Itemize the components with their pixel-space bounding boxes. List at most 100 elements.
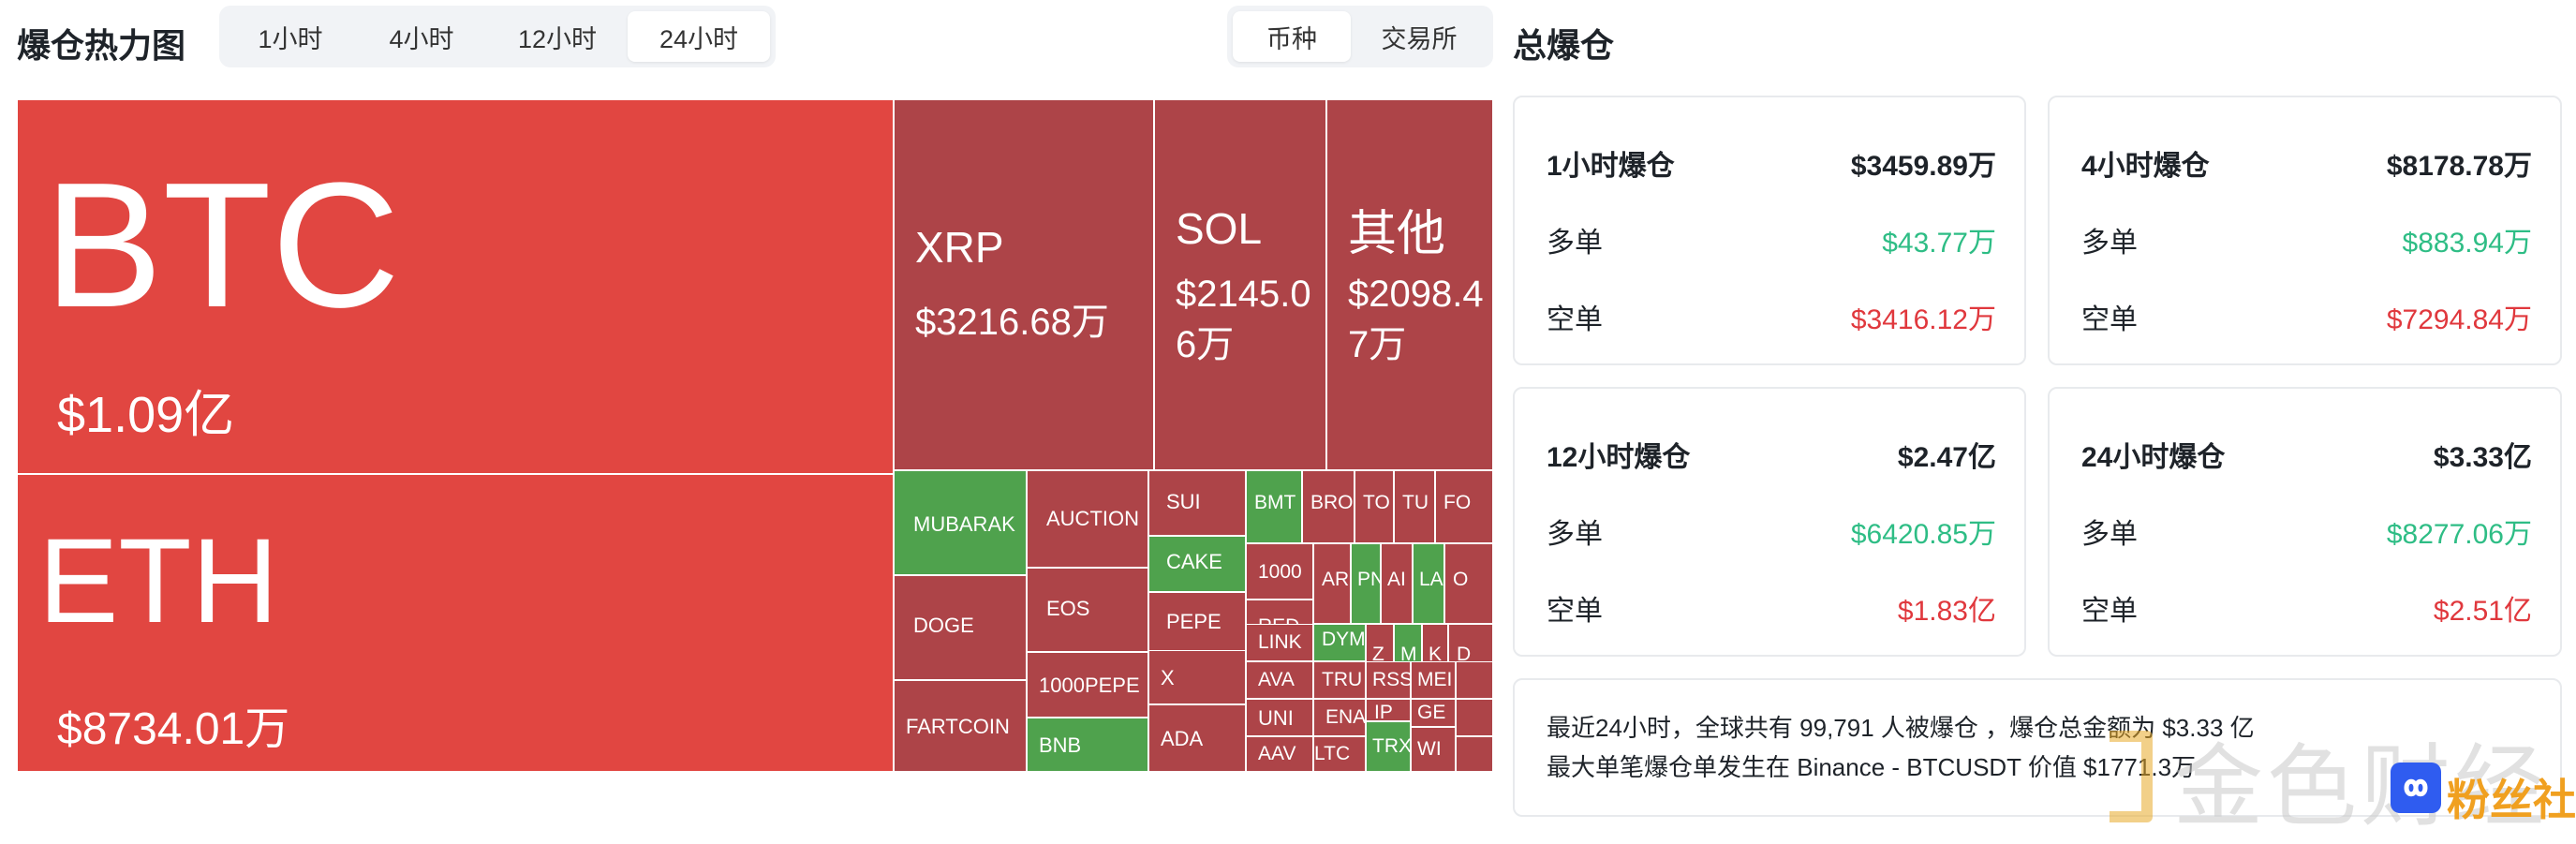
heatmap-tile-ge[interactable]: GE xyxy=(1411,699,1456,727)
tile-symbol: FO xyxy=(1443,492,1472,513)
tile-symbol: RSS xyxy=(1372,669,1411,690)
heatmap-tile-aav[interactable]: AAV xyxy=(1246,736,1313,772)
tile-symbol: GE xyxy=(1417,702,1446,723)
short-value: $1.83亿 xyxy=(1897,596,1996,627)
heatmap-tile-dym[interactable]: DYM xyxy=(1313,624,1366,661)
tile-symbol: AUCTION xyxy=(1046,507,1139,530)
heatmap-tile-mubarak[interactable]: MUBARAK xyxy=(894,470,1027,575)
tab-4h[interactable]: 4小时 xyxy=(389,24,454,53)
tab-exchange[interactable]: 交易所 xyxy=(1381,24,1458,53)
card-total: $3459.89万 xyxy=(1850,151,1996,182)
tile-symbol: Z xyxy=(1372,644,1384,665)
tile-symbol: BNB xyxy=(1039,733,1082,757)
heatmap-tile-sui[interactable]: SUI xyxy=(1148,470,1246,536)
stat-card-24h: 24小时爆仓 $3.33亿 多单 $8277.06万 空单 $2.51亿 xyxy=(2048,387,2562,657)
heatmap-tile-xrp[interactable]: XRP $3216.68万 xyxy=(894,99,1154,470)
heatmap-tile-la[interactable]: LA xyxy=(1413,543,1444,624)
tile-symbol: BTC xyxy=(44,146,400,345)
tab-12h[interactable]: 12小时 xyxy=(517,24,598,53)
heatmap-tile[interactable] xyxy=(1456,661,1493,699)
heatmap-tile-tru[interactable]: TRU xyxy=(1313,661,1366,699)
heatmap-tile-1000pepe[interactable]: 1000PEPE xyxy=(1027,652,1148,718)
heatmap-tile-x[interactable]: X xyxy=(1148,650,1246,704)
tile-symbol: M xyxy=(1400,644,1417,665)
tile-symbol: AR xyxy=(1322,569,1350,590)
heatmap-tile-eos[interactable]: EOS xyxy=(1027,568,1148,652)
heatmap-tile-uni[interactable]: UNI xyxy=(1246,699,1313,736)
heatmap-tile-cake[interactable]: CAKE xyxy=(1148,536,1246,592)
tile-symbol: 其他 xyxy=(1348,207,1446,261)
tile-value: $8734.01万 xyxy=(57,704,290,754)
tile-symbol: ETH xyxy=(38,514,278,648)
tab-coin[interactable]: 币种 xyxy=(1233,11,1351,62)
tile-symbol: X xyxy=(1161,666,1175,689)
heatmap-tile-其他[interactable]: 其他 $2098.47万 xyxy=(1326,99,1493,470)
heatmap-tile-ava[interactable]: AVA xyxy=(1246,661,1313,699)
heatmap-tile-ar[interactable]: AR xyxy=(1313,543,1351,624)
card-total: $2.47亿 xyxy=(1897,442,1996,473)
tile-symbol: D xyxy=(1457,644,1472,665)
card-total: $8178.78万 xyxy=(2386,151,2532,182)
heatmap-tile-auction[interactable]: AUCTION xyxy=(1027,470,1148,568)
tile-symbol: CAKE xyxy=(1166,550,1222,573)
tile-symbol: WI xyxy=(1417,738,1442,760)
card-title: 1小时爆仓 xyxy=(1547,151,1675,182)
heatmap-tile-eth[interactable]: ETH $8734.01万 xyxy=(17,474,894,772)
heatmap-tile-bmt[interactable]: BMT xyxy=(1246,470,1302,543)
tile-symbol: FARTCOIN xyxy=(906,715,1010,738)
tile-symbol: PN xyxy=(1357,569,1380,590)
short-value: $3416.12万 xyxy=(1850,304,1996,335)
tab-1h[interactable]: 1小时 xyxy=(258,24,323,53)
heatmap-tile-wi[interactable]: WI xyxy=(1411,727,1456,772)
heatmap-tile-ena[interactable]: ENA xyxy=(1313,699,1366,736)
heatmap-tile-pn[interactable]: PN xyxy=(1351,543,1381,624)
heatmap-tile-fo[interactable]: FO xyxy=(1435,470,1493,543)
heatmap-tile-trx[interactable]: TRX xyxy=(1366,721,1411,772)
long-label: 多单 xyxy=(1547,228,1603,259)
heatmap-tile-o[interactable]: O xyxy=(1444,543,1493,624)
tile-symbol: ADA xyxy=(1161,727,1204,750)
heatmap-tile[interactable] xyxy=(1456,699,1493,736)
heatmap-tile-ada[interactable]: ADA xyxy=(1148,704,1246,772)
heatmap-tile-ltc[interactable]: LTC xyxy=(1313,736,1366,772)
tile-symbol: UNI xyxy=(1258,706,1294,730)
tile-symbol: LA xyxy=(1419,569,1443,590)
tile-value: $2098.47万 xyxy=(1348,274,1484,365)
heatmap-tile-doge[interactable]: DOGE xyxy=(894,575,1027,680)
liquidation-heatmap: BTC $1.09亿 ETH $8734.01万 XRP $3216.68万 SOL $214… xyxy=(17,99,1493,772)
tile-value: $1.09亿 xyxy=(57,387,235,443)
heatmap-tile-to[interactable]: TO xyxy=(1355,470,1394,543)
heatmap-tile-pepe[interactable]: PEPE xyxy=(1148,592,1246,652)
long-value: $6420.85万 xyxy=(1850,519,1996,550)
heatmap-tile-ai[interactable]: AI xyxy=(1381,543,1413,624)
heatmap-tile-link[interactable]: LINK xyxy=(1246,624,1313,661)
stat-card-4h: 4小时爆仓 $8178.78万 多单 $883.94万 空单 $7294.84万 xyxy=(2048,96,2562,365)
tile-symbol: O xyxy=(1453,569,1469,590)
heatmap-tile-mei[interactable]: MEI xyxy=(1411,661,1456,699)
heatmap-tile[interactable] xyxy=(1456,736,1493,772)
heatmap-tile-ip[interactable]: IP xyxy=(1366,699,1411,721)
liquidation-summary: 最近24小时，全球共有 99,791 人被爆仓 ，爆仓总金额为 $3.33 亿 … xyxy=(1513,678,2562,817)
heatmap-tile-tu[interactable]: TU xyxy=(1394,470,1435,543)
tab-24h[interactable]: 24小时 xyxy=(628,11,770,62)
short-label: 空单 xyxy=(2081,596,2138,627)
heatmap-tile-sol[interactable]: SOL $2145.06万 xyxy=(1154,99,1326,470)
heatmap-tile-1000[interactable]: 1000 xyxy=(1246,543,1313,600)
heatmap-tile-rss[interactable]: RSS xyxy=(1366,661,1411,699)
tile-symbol: SUI xyxy=(1166,490,1201,513)
tile-symbol: DOGE xyxy=(913,614,974,637)
tile-symbol: DYM xyxy=(1322,629,1366,650)
tile-symbol: AAV xyxy=(1258,743,1296,764)
heatmap-title: 爆仓热力图 xyxy=(17,26,186,65)
watermark-logo-icon xyxy=(2110,731,2153,822)
tile-symbol: BMT xyxy=(1254,492,1296,513)
long-value: $883.94万 xyxy=(2402,228,2532,259)
tile-value: $2145.06万 xyxy=(1176,274,1311,365)
heatmap-tile-bnb[interactable]: BNB xyxy=(1027,718,1148,772)
tile-symbol: TRU xyxy=(1322,669,1363,690)
group-by-tabs: 币种 交易所 xyxy=(1227,6,1493,67)
heatmap-tile-bro[interactable]: BRO xyxy=(1302,470,1355,543)
tile-symbol: EOS xyxy=(1046,597,1090,620)
heatmap-tile-btc[interactable]: BTC $1.09亿 xyxy=(17,99,894,474)
heatmap-tile-fartcoin[interactable]: FARTCOIN xyxy=(894,680,1027,772)
